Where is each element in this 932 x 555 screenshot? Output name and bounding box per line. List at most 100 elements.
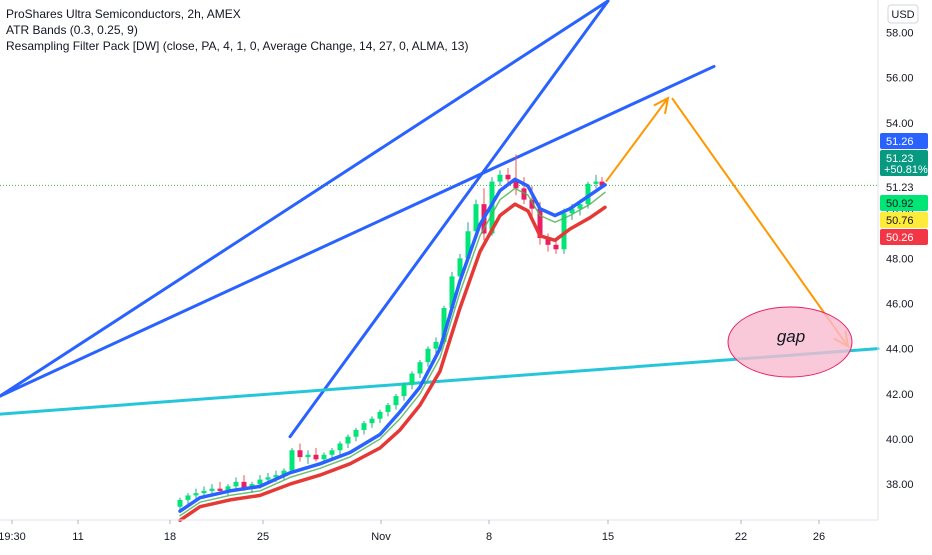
candle: [305, 450, 311, 464]
candle-body: [449, 276, 455, 309]
candle-body: [585, 183, 591, 205]
candle-body: [185, 495, 191, 500]
candle-body: [305, 454, 311, 458]
candle-body: [433, 341, 439, 349]
candle: [409, 371, 415, 390]
y-tick-label: 46.00: [886, 299, 914, 311]
gap-ellipse: [727, 306, 853, 378]
time-axis[interactable]: 19:30 11 18 25 Nov 8 15 22 26: [0, 520, 825, 543]
candle-body: [393, 396, 399, 406]
trendline-2[interactable]: [0, 64, 716, 398]
candle: [385, 402, 391, 417]
candle-body: [545, 238, 551, 245]
candle-body: [377, 411, 383, 419]
x-tick-label: 22: [735, 531, 747, 543]
price-tag: 51.23: [880, 179, 928, 195]
gap-label: gap: [777, 327, 805, 346]
candle-body: [177, 499, 183, 507]
candle: [217, 481, 223, 494]
x-tick-label: 25: [257, 531, 269, 543]
arrow-head: [653, 96, 670, 114]
arrow-0[interactable]: [605, 96, 670, 183]
candle-body: [561, 213, 567, 250]
candle: [433, 337, 439, 354]
y-tick-label: 58.00: [886, 28, 914, 40]
candle-body: [273, 475, 279, 478]
x-tick-label: 19:30: [0, 531, 26, 543]
price-tag: 50.76: [880, 212, 928, 228]
arrow-shaft: [671, 97, 849, 347]
price-tag-label: 51.23: [886, 182, 914, 194]
price-tag-bg: [880, 179, 928, 195]
gap-annotation[interactable]: gap: [727, 306, 853, 378]
price-tag-label: 50.76: [886, 215, 914, 227]
candle-body: [233, 481, 239, 487]
candle: [313, 448, 319, 462]
chart-title[interactable]: ProShares Ultra Semiconductors, 2h, AMEX: [6, 7, 241, 21]
candle: [185, 493, 191, 505]
trendlines[interactable]: [0, 0, 880, 439]
price-tag-bg: [880, 195, 928, 211]
candle-body: [193, 493, 199, 496]
candle-body: [361, 423, 367, 430]
price-tag-bg: [880, 133, 928, 149]
candle: [345, 434, 351, 449]
candle-body: [313, 454, 319, 460]
chart-legend: ProShares Ultra Semiconductors, 2h, AMEX…: [6, 6, 468, 54]
y-tick-label: 40.00: [886, 434, 914, 446]
candle: [289, 448, 295, 473]
candle-body: [401, 384, 407, 397]
candle: [425, 346, 431, 367]
annotations[interactable]: gap: [605, 96, 853, 378]
price-tag-bg: [880, 212, 928, 228]
indicator-line-0: [178, 177, 607, 513]
x-tick-label: 26: [813, 531, 825, 543]
x-tick-label: Nov: [371, 531, 391, 543]
x-tick-label: 8: [486, 531, 492, 543]
candle: [505, 168, 511, 184]
candle-body: [345, 436, 351, 444]
indicator-atr-bands[interactable]: ATR Bands (0.3, 0.25, 9): [6, 23, 138, 37]
price-tag: 51.26: [880, 133, 928, 149]
candle-body: [217, 488, 223, 491]
candle: [497, 170, 503, 187]
candle: [599, 177, 605, 187]
candle-body: [321, 454, 327, 460]
candle-body: [599, 181, 605, 186]
candle-body: [497, 174, 503, 182]
x-tick-label: 15: [602, 531, 614, 543]
price-tag-change: +50.81%: [884, 164, 928, 176]
currency-button[interactable]: USD: [887, 4, 919, 24]
y-tick-label: 38.00: [886, 479, 914, 491]
price-tag: 51.23+50.81%: [880, 150, 928, 176]
candle-body: [505, 174, 511, 180]
y-tick-label: 54.00: [886, 118, 914, 130]
candle-body: [569, 208, 575, 214]
indicator-line-1: [179, 187, 606, 517]
candle: [473, 199, 479, 236]
candle-body: [553, 244, 559, 250]
candle-body: [465, 231, 471, 259]
y-tick-label: 42.00: [886, 389, 914, 401]
trendline-1[interactable]: [288, 0, 610, 439]
x-tick-label: 18: [164, 531, 176, 543]
y-tick-label: 44.00: [886, 344, 914, 356]
trendline-0[interactable]: [0, 0, 610, 398]
candle-body: [337, 443, 343, 451]
candle-body: [521, 188, 527, 200]
candle-body: [385, 405, 391, 412]
candle: [361, 420, 367, 435]
price-tag-bg: [880, 150, 928, 176]
indicator-resampling-filter[interactable]: Resampling Filter Pack [DW] (close, PA, …: [6, 39, 469, 53]
x-tick-label: 11: [72, 531, 83, 543]
candle-body: [369, 418, 375, 424]
candle: [561, 208, 567, 254]
trendline-3[interactable]: [0, 347, 880, 416]
indicator-line-2: [178, 202, 607, 523]
candle-body: [289, 450, 295, 471]
candle-body: [441, 308, 447, 342]
price-tag: 50.26: [880, 229, 928, 245]
